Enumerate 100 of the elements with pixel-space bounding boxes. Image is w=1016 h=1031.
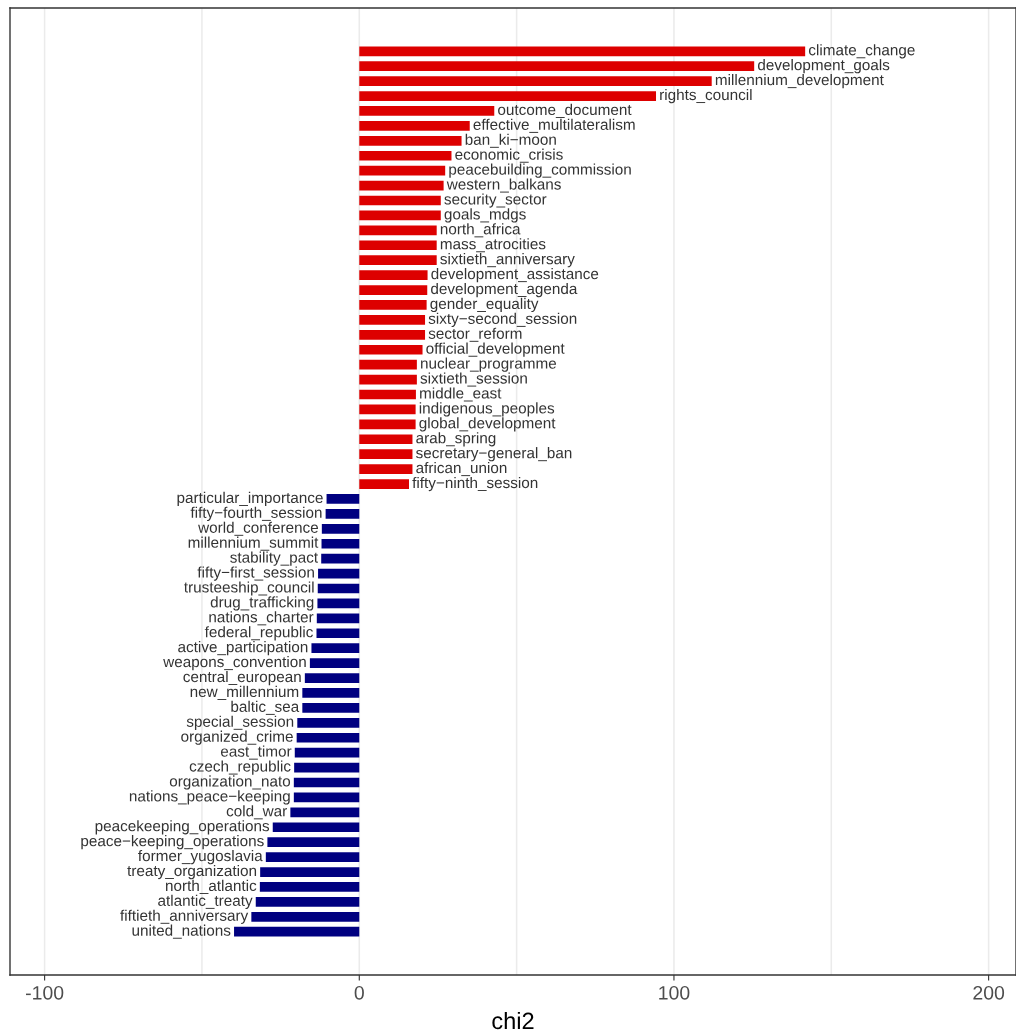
bar [359, 270, 428, 280]
bar [290, 807, 360, 818]
bar [359, 240, 437, 251]
bar [359, 165, 446, 176]
bar [316, 628, 360, 639]
y-tick-label: development_assistance [431, 268, 599, 283]
bar [359, 255, 437, 266]
bar [359, 434, 413, 445]
bar [321, 538, 360, 549]
y-tick-label: gender_equality [430, 297, 539, 313]
bar [359, 344, 423, 355]
bar [294, 747, 360, 758]
bar [359, 106, 495, 116]
y-tick-label: outcome_document [498, 103, 632, 118]
y-tick-label: millennium_summit [188, 536, 319, 551]
y-tick-label: peacebuilding_commission [449, 163, 631, 178]
y-tick-label: nuclear_programme [421, 357, 557, 372]
bar [359, 464, 413, 474]
bar [359, 285, 428, 295]
y-tick-label: mass_atrocities [440, 238, 546, 253]
y-tick-label: atlantic_treaty [158, 894, 253, 909]
y-tick-label: middle_east [420, 387, 502, 402]
bar [359, 225, 437, 236]
bar [359, 329, 426, 340]
y-tick-label: sector_reform [428, 327, 522, 342]
y-tick-label: ban_ki−moon [465, 133, 556, 148]
y-tick-label: czech_republic [189, 760, 291, 775]
y-tick-label: climate_change [808, 44, 915, 59]
y-tick-label: millennium_development [715, 74, 884, 89]
bar [304, 673, 360, 683]
y-tick-label: peace−keeping_operations [81, 835, 264, 850]
bar [359, 374, 417, 385]
y-tick-label: sixtieth_session [420, 372, 527, 387]
bar [318, 568, 360, 579]
bar [234, 926, 360, 937]
bar [317, 583, 360, 594]
bar [325, 509, 360, 519]
bar [359, 210, 441, 221]
bar [359, 135, 462, 146]
bar [267, 837, 360, 848]
bar [317, 598, 360, 609]
bar [326, 494, 360, 504]
bar [294, 762, 360, 773]
y-tick-label: official_development [426, 342, 565, 357]
bar [302, 703, 360, 713]
bar [359, 404, 416, 415]
bar [359, 389, 416, 400]
y-tick-label: drug_trafficking [210, 596, 314, 611]
bar [316, 613, 360, 624]
y-tick-label: weapons_convention [163, 655, 306, 671]
y-tick-label: stability_pact [230, 551, 318, 566]
bar [302, 688, 360, 698]
bar [359, 419, 416, 430]
y-tick-label: development_agenda [431, 282, 578, 298]
bar [272, 822, 360, 833]
bar [293, 792, 360, 803]
bar [359, 300, 427, 310]
x-tick-label: 200 [973, 985, 1005, 1000]
y-tick-label: particular_importance [177, 491, 323, 507]
y-tick-label: african_union [416, 461, 507, 477]
bar [251, 911, 360, 922]
y-tick-label: nations_charter [209, 611, 314, 626]
bar [359, 61, 755, 72]
y-tick-label: new_millennium [190, 685, 299, 700]
y-tick-label: effective_multilateralism [473, 118, 635, 133]
y-tick-label: cold_war [226, 805, 287, 820]
bar [309, 658, 360, 668]
bar [311, 643, 360, 654]
bar [296, 732, 360, 743]
x-tick-label: -100 [26, 985, 64, 1000]
y-tick-label: world_conference [198, 521, 319, 536]
y-tick-label: goals_mdgs [444, 208, 526, 223]
bar [359, 150, 452, 161]
y-tick-label: trusteeship_council [184, 581, 314, 596]
y-tick-label: indigenous_peoples [419, 402, 555, 417]
y-tick-label: organization_nato [169, 775, 291, 790]
y-tick-label: arab_spring [416, 432, 496, 447]
y-tick-label: peacekeeping_operations [95, 820, 270, 835]
y-tick-label: active_participation [178, 641, 308, 656]
y-tick-label: north_africa [440, 223, 521, 238]
bar [359, 479, 409, 489]
bar [359, 195, 441, 206]
y-tick-label: united_nations [132, 924, 231, 939]
bar [260, 867, 360, 877]
bar [293, 777, 360, 788]
y-tick-label: fifty−first_session [197, 566, 314, 581]
x-tick-label: 100 [659, 985, 690, 1000]
x-axis-title: chi2 [492, 1011, 534, 1030]
y-tick-label: rights_council [660, 88, 752, 104]
y-tick-label: economic_crisis [455, 148, 563, 163]
y-tick-label: federal_republic [204, 626, 313, 641]
y-tick-label: baltic_sea [231, 700, 300, 715]
bar [321, 523, 360, 534]
y-tick-label: fiftieth_anniversary [120, 909, 249, 924]
bar [359, 180, 444, 191]
bar [359, 359, 417, 370]
y-tick-label: east_timor [220, 745, 292, 760]
bar [359, 46, 806, 57]
y-tick-label: security_sector [444, 193, 547, 208]
y-tick-label: western_balkans [446, 178, 561, 193]
